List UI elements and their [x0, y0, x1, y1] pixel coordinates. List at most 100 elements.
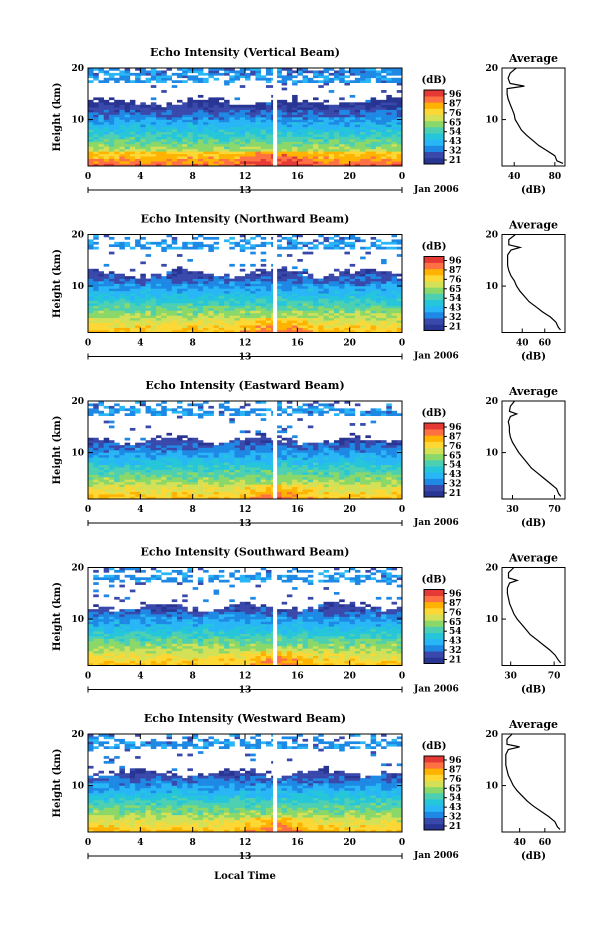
heatmap-cell	[344, 447, 350, 451]
colorbar-tick-label: 96	[449, 90, 462, 100]
heatmap-cell	[88, 161, 94, 164]
heatmap-cell	[156, 467, 162, 470]
heatmap-cell	[171, 494, 178, 497]
heatmap-cell	[344, 82, 350, 86]
heatmap-cell	[119, 496, 125, 500]
heatmap-cell	[365, 107, 371, 110]
heatmap-cell	[224, 315, 230, 319]
heatmap-cell	[286, 457, 293, 461]
heatmap-cell	[218, 452, 225, 456]
heatmap-cell	[313, 104, 319, 108]
heatmap-cell	[129, 325, 136, 328]
heatmap-cell	[239, 85, 246, 88]
heatmap-cell	[286, 236, 293, 240]
colorbar-swatch	[424, 256, 444, 263]
heatmap-cell	[333, 317, 340, 321]
heatmap-cell	[349, 300, 356, 304]
heatmap-cell	[229, 68, 235, 71]
heatmap-cell	[354, 117, 361, 120]
heatmap-cell	[313, 141, 319, 145]
heatmap-cell	[208, 310, 214, 314]
heatmap-cell	[323, 491, 330, 495]
heatmap-cell	[124, 68, 131, 71]
heatmap-cell	[292, 104, 298, 108]
heatmap-cell	[365, 104, 371, 108]
heatmap-cell	[265, 102, 272, 106]
heatmap-cell	[203, 303, 209, 306]
heatmap-cell	[281, 285, 288, 289]
heatmap-cell	[197, 72, 204, 76]
heatmap-cell	[323, 131, 330, 135]
heatmap-cell	[197, 119, 204, 123]
heatmap-cell	[255, 325, 261, 328]
colorbar-tick-label: 87	[449, 99, 462, 109]
heatmap-cell	[333, 139, 340, 142]
heatmap-cell	[103, 72, 110, 76]
heatmap-cell	[297, 112, 303, 115]
heatmap-cell	[208, 117, 214, 120]
heatmap-cell	[119, 99, 125, 103]
heatmap-cell	[328, 464, 335, 468]
heatmap-cell	[349, 450, 356, 453]
heatmap-cell	[245, 109, 251, 113]
heatmap-cell	[176, 278, 183, 282]
heatmap-cell	[339, 494, 345, 497]
heatmap-cell	[375, 72, 382, 76]
heatmap-cell	[88, 239, 94, 243]
heatmap-cell	[197, 70, 204, 74]
heatmap-cell	[250, 290, 256, 294]
heatmap-cell	[318, 454, 324, 458]
heatmap-cell	[302, 119, 309, 123]
heatmap-cell	[166, 112, 173, 115]
heatmap-cell	[375, 484, 382, 488]
heatmap-cell	[344, 102, 350, 106]
heatmap-cell	[297, 68, 303, 71]
heatmap-cell	[307, 121, 314, 125]
heatmap-cell	[88, 462, 94, 465]
colorbar-tick-label: 32	[449, 313, 462, 323]
heatmap-cell	[255, 278, 261, 282]
heatmap-cell	[176, 129, 183, 132]
heatmap-cell	[354, 143, 361, 147]
heatmap-cell	[318, 141, 324, 145]
heatmap-cell	[135, 467, 141, 470]
heatmap-cell	[88, 72, 94, 76]
heatmap-cell	[307, 496, 314, 500]
heatmap-cell	[135, 163, 141, 167]
heatmap-cell	[108, 143, 115, 147]
heatmap-cell	[391, 156, 398, 159]
heatmap-cell	[360, 68, 366, 71]
heatmap-cell	[292, 462, 298, 465]
heatmap-cell	[381, 484, 387, 488]
heatmap-cell	[307, 474, 314, 478]
heatmap-cell	[323, 457, 330, 461]
heatmap-cell	[234, 450, 241, 453]
heatmap-cell	[171, 136, 178, 140]
heatmap-cell	[218, 315, 225, 319]
heatmap-cell	[203, 139, 209, 142]
heatmap-cell	[391, 298, 398, 301]
heatmap-cell	[386, 126, 392, 130]
heatmap-cell	[370, 97, 377, 101]
heatmap-cell	[150, 283, 157, 287]
heatmap-cell	[391, 315, 398, 319]
heatmap-cell	[255, 121, 261, 125]
heatmap-cell	[260, 489, 267, 492]
heatmap-cell	[103, 295, 110, 299]
heatmap-cell	[239, 268, 246, 272]
heatmap-cell	[307, 320, 314, 323]
heatmap-cell	[108, 97, 115, 101]
heatmap-cell	[245, 496, 251, 500]
heatmap-cell	[124, 472, 131, 475]
heatmap-cell	[203, 117, 209, 120]
heatmap-cell	[250, 330, 256, 333]
heatmap-cell	[276, 131, 282, 135]
profile-line	[506, 67, 564, 164]
heatmap-cell	[313, 462, 319, 465]
heatmap-cell	[161, 141, 167, 145]
heatmap-cell	[124, 141, 131, 145]
heatmap-cell	[339, 327, 345, 331]
heatmap-cell	[197, 491, 204, 495]
heatmap-cell	[98, 131, 104, 135]
day-label: 13	[239, 186, 252, 196]
